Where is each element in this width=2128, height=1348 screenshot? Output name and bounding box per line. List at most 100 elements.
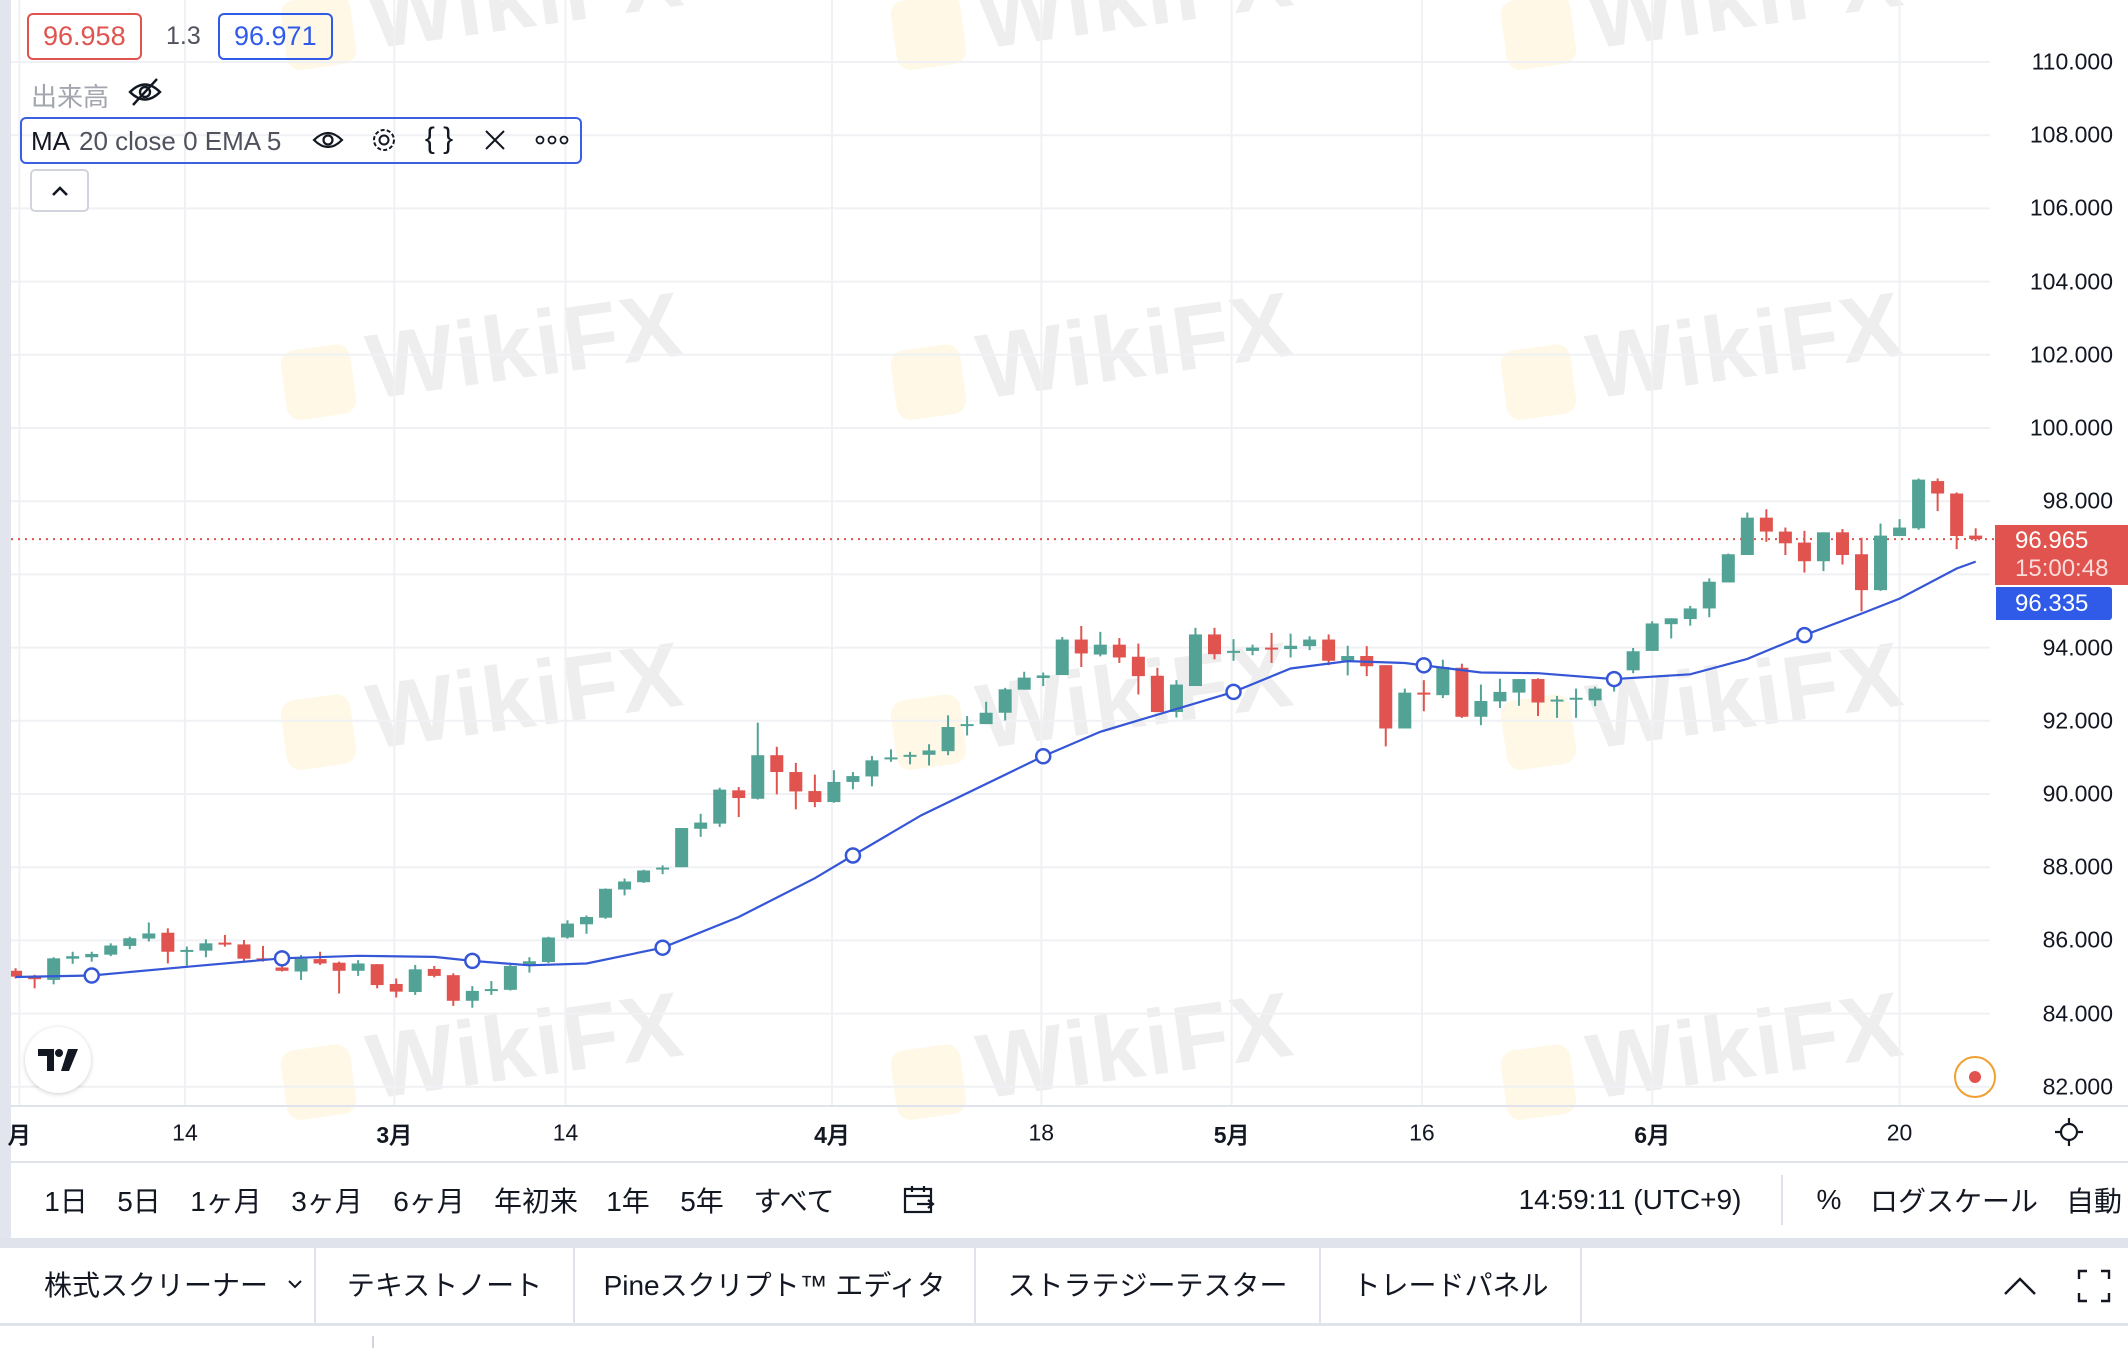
resize-handle[interactable] bbox=[372, 1336, 374, 1348]
candle-body bbox=[1188, 634, 1202, 687]
collapse-legend-button[interactable] bbox=[30, 169, 89, 212]
candle bbox=[618, 878, 632, 896]
candle-body bbox=[503, 966, 517, 990]
chart-pane[interactable]: WikiFX WikiFX WikiFX WikiFX WikiFX WikiFX Wiki… bbox=[11, 0, 2128, 1122]
candle-body bbox=[1740, 517, 1754, 556]
bid-price-box[interactable]: 96.958 bbox=[27, 13, 142, 60]
calendar-goto-icon[interactable] bbox=[900, 1182, 938, 1218]
axis-settings-icon[interactable] bbox=[2052, 1115, 2086, 1149]
clock[interactable]: 14:59:11 (UTC+9) bbox=[1518, 1184, 1742, 1215]
candle-body bbox=[1950, 493, 1964, 536]
indicator-legend[interactable]: MA 20 close 0 EMA 5 { } bbox=[20, 117, 582, 164]
source-code-icon[interactable]: { } bbox=[424, 122, 454, 155]
log-scale-toggle[interactable]: ログスケール bbox=[1869, 1186, 2039, 1217]
candle bbox=[1303, 636, 1317, 651]
go-to-realtime-icon[interactable] bbox=[1954, 1056, 1996, 1098]
candle bbox=[123, 936, 137, 950]
time-tick: 14 bbox=[552, 1119, 579, 1146]
candle bbox=[1417, 680, 1431, 712]
candle-body bbox=[142, 933, 156, 939]
range-3m[interactable]: 3ヶ月 bbox=[291, 1186, 363, 1217]
percent-scale-toggle[interactable]: % bbox=[1816, 1184, 1842, 1215]
candle-body bbox=[1017, 677, 1031, 690]
ma-marker bbox=[83, 967, 100, 984]
eye-icon[interactable] bbox=[310, 123, 346, 157]
time-tick: 月 bbox=[7, 1122, 31, 1148]
time-axis[interactable] bbox=[11, 1105, 2128, 1163]
range-6m[interactable]: 6ヶ月 bbox=[393, 1186, 465, 1217]
candle bbox=[1284, 633, 1298, 658]
range-all[interactable]: すべて bbox=[753, 1186, 835, 1217]
candle bbox=[1188, 627, 1202, 687]
panel-separator[interactable] bbox=[0, 1238, 2128, 1248]
tab-label: ストラテジーテスター bbox=[1007, 1270, 1288, 1301]
tab-trade-panel[interactable]: トレードパネル bbox=[1321, 1248, 1582, 1323]
tab-strategy-tester[interactable]: ストラテジーテスター bbox=[976, 1248, 1321, 1323]
candlestick-chart[interactable] bbox=[11, 0, 2128, 1105]
ask-price-box[interactable]: 96.971 bbox=[218, 13, 333, 60]
candle bbox=[1207, 627, 1221, 660]
candle bbox=[465, 986, 479, 1008]
range-5d[interactable]: 5日 bbox=[117, 1186, 161, 1217]
candle bbox=[1265, 632, 1279, 663]
candle bbox=[1531, 678, 1545, 717]
candle-body bbox=[560, 923, 574, 938]
candle-body bbox=[1702, 581, 1716, 609]
candle-body bbox=[11, 970, 23, 977]
candle bbox=[713, 787, 727, 827]
candle-body bbox=[1664, 618, 1678, 625]
range-1y[interactable]: 1年 bbox=[606, 1186, 650, 1217]
range-1m[interactable]: 1ヶ月 bbox=[190, 1186, 262, 1217]
candle bbox=[637, 869, 651, 883]
candle bbox=[1835, 529, 1849, 565]
more-icon[interactable] bbox=[532, 123, 572, 157]
expand-panel-icon[interactable] bbox=[2000, 1268, 2040, 1304]
candle bbox=[351, 960, 365, 976]
auto-scale-toggle[interactable]: 自動 bbox=[2065, 1186, 2123, 1217]
candle bbox=[1379, 665, 1393, 747]
price-tick: 110.000 bbox=[2031, 48, 2113, 75]
tradingview-logo[interactable] bbox=[25, 1027, 91, 1093]
tab-stock-screener[interactable]: 株式スクリーナー bbox=[11, 1248, 316, 1323]
price-axis[interactable]: 110.000 108.000 106.000 104.000 102.000 100.0… bbox=[1990, 0, 2128, 1105]
candle-body bbox=[370, 964, 384, 986]
candle bbox=[332, 961, 346, 994]
tab-text-notes[interactable]: テキストノート bbox=[316, 1248, 575, 1323]
candle bbox=[142, 922, 156, 942]
candle-body bbox=[1112, 644, 1126, 658]
close-icon[interactable] bbox=[477, 123, 513, 157]
volume-label: 出来高 bbox=[31, 82, 110, 112]
toolbar-divider bbox=[1781, 1175, 1783, 1225]
candle-body bbox=[580, 916, 593, 925]
range-5y[interactable]: 5年 bbox=[680, 1186, 724, 1217]
candle-body bbox=[1626, 651, 1640, 671]
time-tick: 16 bbox=[1409, 1119, 1435, 1146]
candle bbox=[1740, 512, 1754, 556]
chevron-up-icon bbox=[51, 185, 68, 196]
candle bbox=[1112, 638, 1126, 663]
candle bbox=[47, 957, 61, 985]
candle bbox=[446, 973, 460, 1006]
candle bbox=[180, 946, 194, 966]
eye-off-icon[interactable] bbox=[125, 74, 165, 110]
candle-body bbox=[1569, 697, 1583, 700]
time-tick: 20 bbox=[1886, 1119, 1913, 1146]
candle bbox=[1683, 605, 1697, 626]
candle-body bbox=[694, 822, 708, 829]
candle-body bbox=[427, 968, 441, 976]
candle-body bbox=[1227, 650, 1241, 653]
candle-body bbox=[1874, 535, 1888, 591]
maximize-panel-icon[interactable] bbox=[2074, 1266, 2114, 1306]
tab-label: Pineスクリプト™ エディタ bbox=[603, 1270, 946, 1301]
range-ytd[interactable]: 年初来 bbox=[493, 1186, 579, 1217]
candle bbox=[694, 813, 708, 837]
range-1d[interactable]: 1日 bbox=[44, 1186, 88, 1217]
tab-pine-editor[interactable]: Pineスクリプト™ エディタ bbox=[575, 1248, 976, 1323]
candle-body bbox=[1036, 675, 1050, 678]
candle bbox=[1569, 688, 1583, 718]
candle-body bbox=[237, 944, 251, 959]
candle-body bbox=[1322, 639, 1336, 661]
candle-body bbox=[313, 959, 327, 964]
candle-body bbox=[1893, 527, 1907, 536]
gear-icon[interactable] bbox=[366, 123, 402, 157]
